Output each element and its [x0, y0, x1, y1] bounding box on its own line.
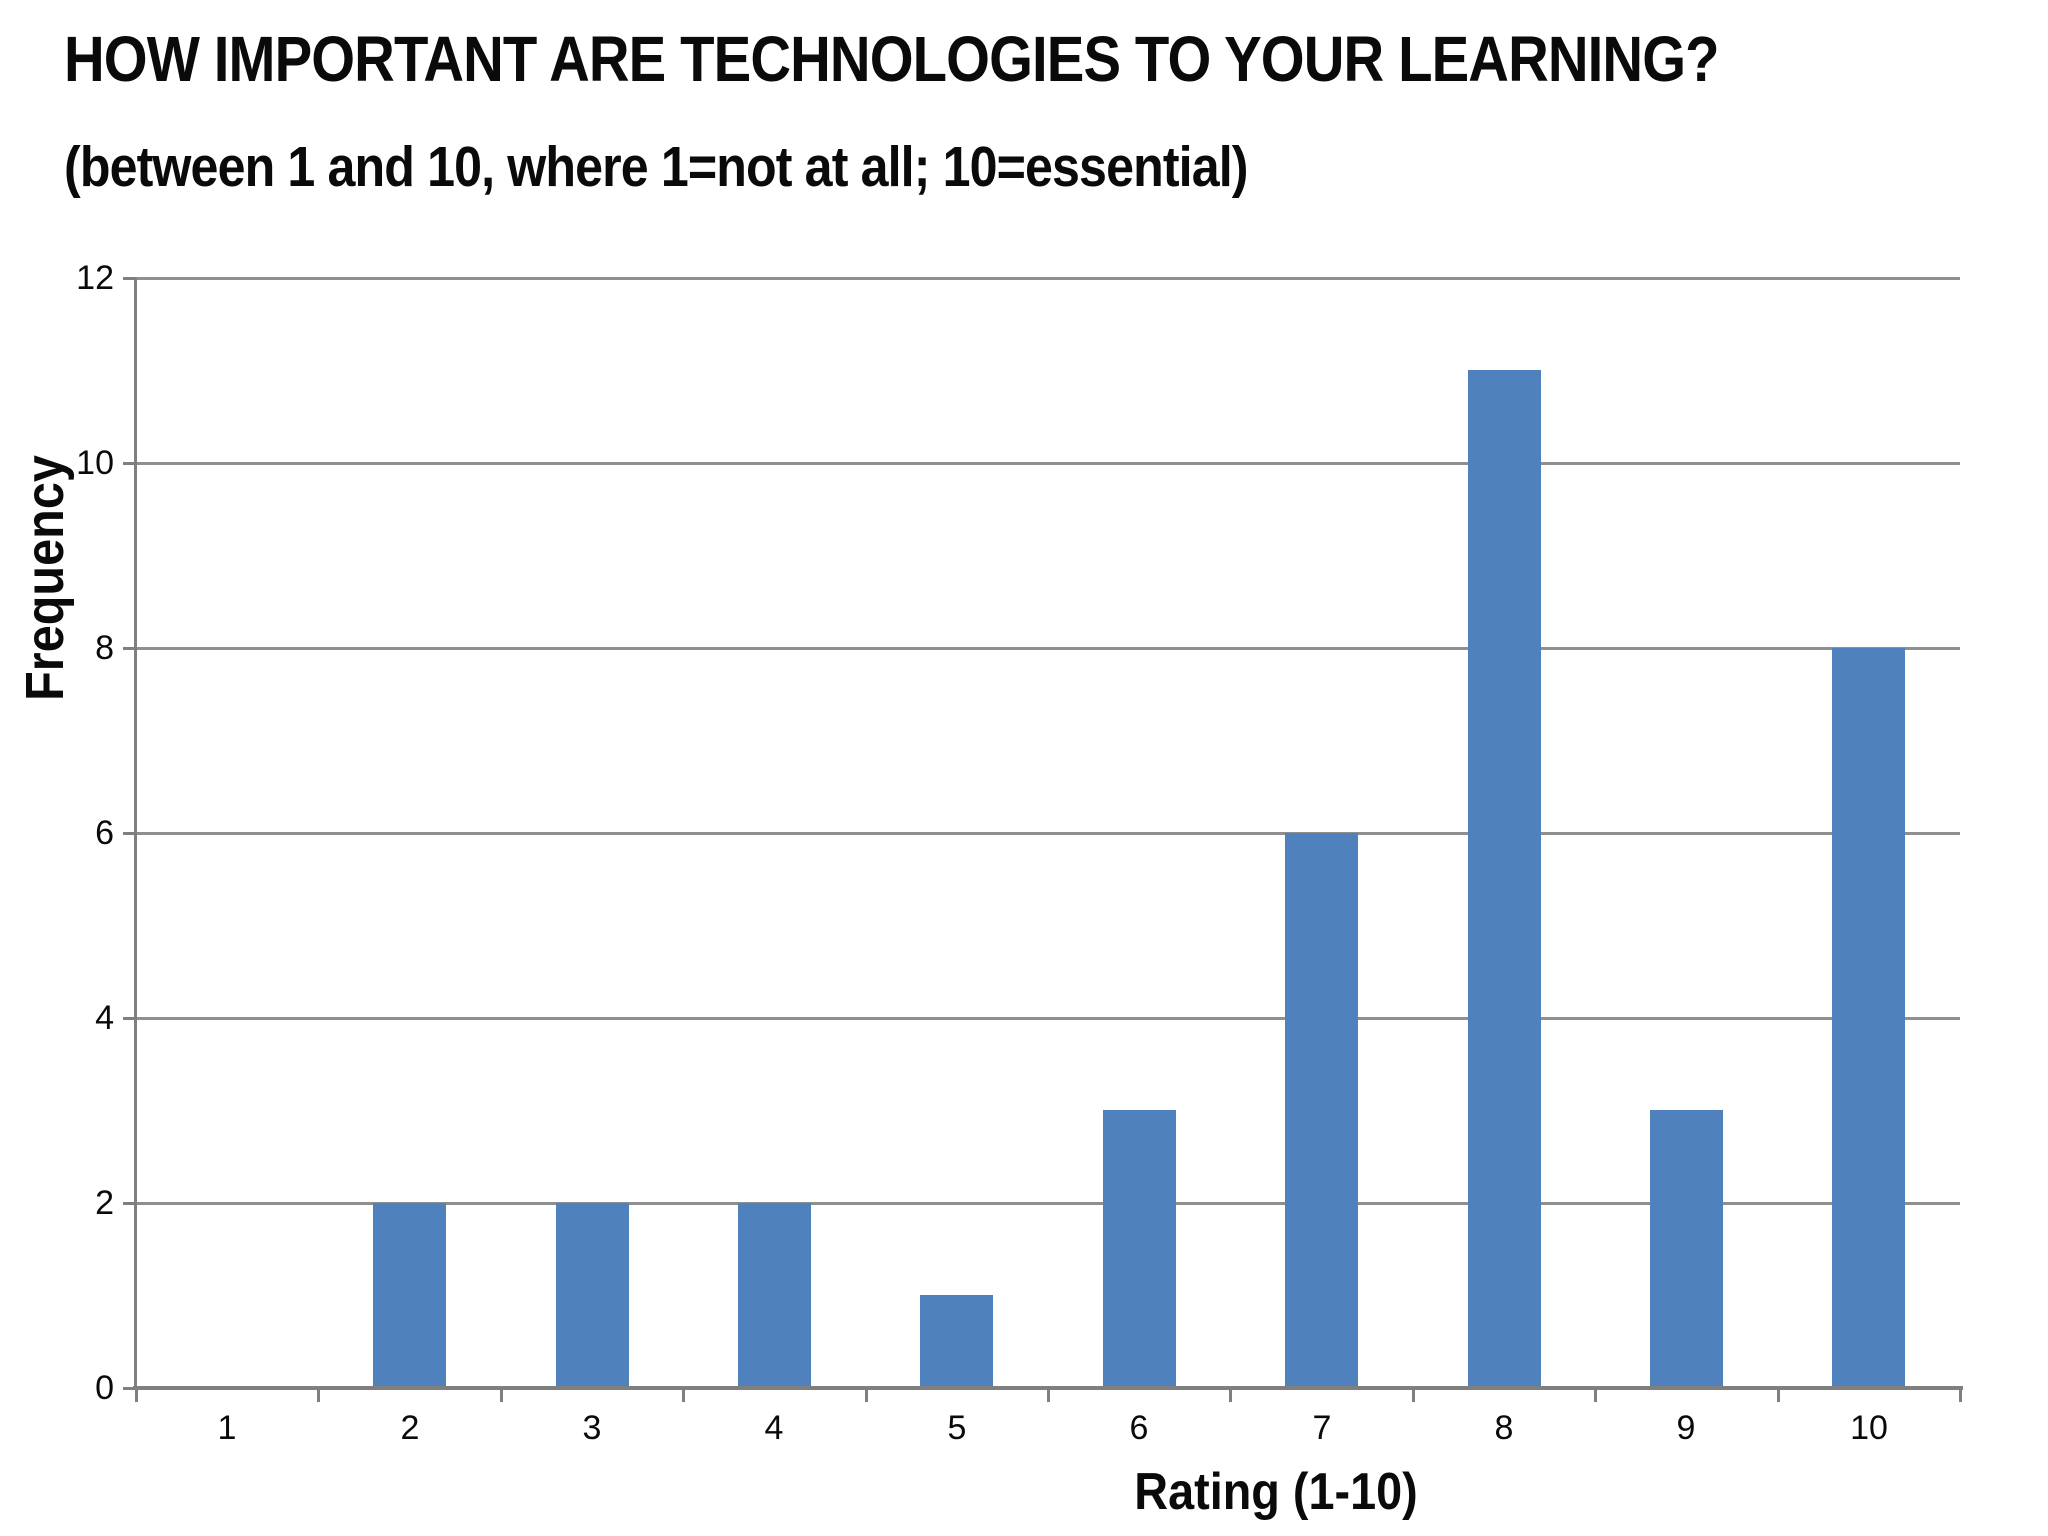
y-tick-label-10: 10 [76, 444, 114, 482]
x-tick-8 [1594, 1388, 1597, 1402]
x-tick-0 [135, 1388, 138, 1402]
x-tick-label-8: 8 [1494, 1409, 1514, 1447]
bar-rating-6 [1103, 1110, 1176, 1388]
y-tick-label-0: 0 [95, 1369, 114, 1407]
y-tick-12 [123, 277, 136, 280]
x-tick-label-10: 10 [1850, 1409, 1888, 1447]
x-tick-2 [500, 1388, 503, 1402]
y-tick-label-4: 4 [95, 999, 114, 1037]
bar-rating-7 [1285, 833, 1358, 1388]
x-tick-4 [865, 1388, 868, 1402]
bar-rating-8 [1468, 370, 1541, 1388]
x-axis-title: Rating (1-10) [1134, 1463, 1418, 1521]
gridline-y-10 [136, 462, 1960, 465]
x-tick-5 [1047, 1388, 1050, 1402]
x-tick-label-2: 2 [400, 1409, 420, 1447]
x-tick-3 [682, 1388, 685, 1402]
y-tick-2 [123, 1202, 136, 1205]
y-tick-label-6: 6 [95, 814, 114, 852]
y-axis-title: Frequency [15, 455, 75, 701]
x-tick-label-5: 5 [947, 1409, 967, 1447]
bar-rating-3 [556, 1203, 629, 1388]
bar-rating-9 [1650, 1110, 1723, 1388]
y-tick-10 [123, 462, 136, 465]
bar-rating-10 [1832, 648, 1905, 1388]
y-tick-0 [123, 1387, 136, 1390]
chart-subtitle: (between 1 and 10, where 1=not at all; 1… [64, 135, 1249, 199]
gridline-y-12 [136, 277, 1960, 280]
gridline-y-6 [136, 832, 1960, 835]
gridline-y-4 [136, 1017, 1960, 1020]
bar-rating-5 [920, 1295, 993, 1388]
y-tick-label-8: 8 [95, 629, 114, 667]
y-tick-label-2: 2 [95, 1184, 114, 1222]
x-tick-label-6: 6 [1129, 1409, 1149, 1447]
x-tick-1 [317, 1388, 320, 1402]
gridline-y-2 [136, 1202, 1960, 1205]
x-tick-label-4: 4 [764, 1409, 784, 1447]
x-tick-10 [1959, 1388, 1962, 1402]
x-tick-label-3: 3 [582, 1409, 602, 1447]
gridline-y-8 [136, 647, 1960, 650]
bar-rating-2 [373, 1203, 446, 1388]
y-tick-6 [123, 832, 136, 835]
x-tick-label-7: 7 [1312, 1409, 1332, 1447]
x-tick-label-1: 1 [217, 1409, 237, 1447]
x-tick-9 [1777, 1388, 1780, 1402]
x-tick-label-9: 9 [1676, 1409, 1696, 1447]
x-tick-6 [1229, 1388, 1232, 1402]
plot-area [136, 277, 1960, 1388]
y-tick-8 [123, 647, 136, 650]
y-tick-label-12: 12 [76, 259, 114, 297]
bar-rating-4 [738, 1203, 811, 1388]
y-tick-4 [123, 1017, 136, 1020]
x-tick-7 [1412, 1388, 1415, 1402]
chart-title: HOW IMPORTANT ARE TECHNOLOGIES TO YOUR L… [64, 23, 1720, 95]
